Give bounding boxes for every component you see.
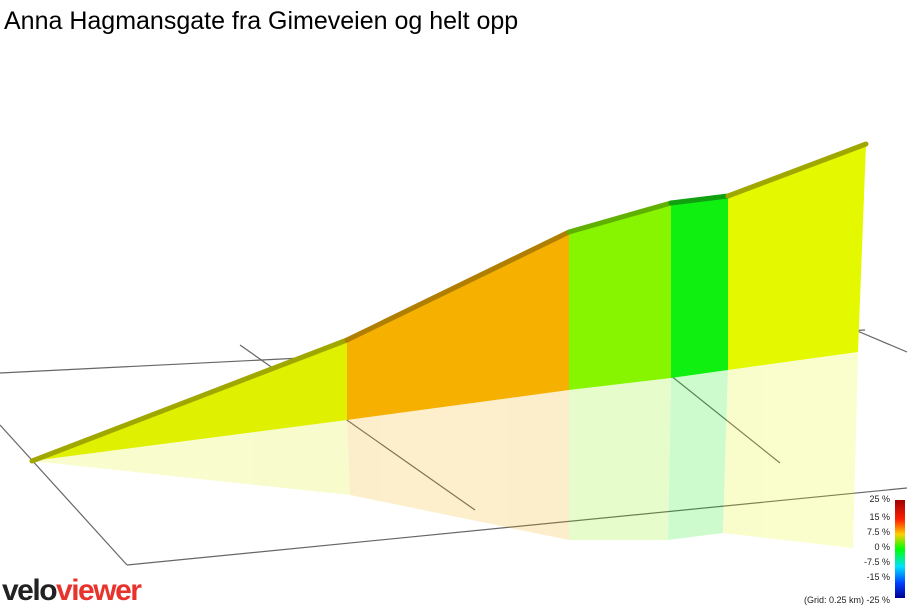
- logo-viewer: viewer: [56, 574, 142, 607]
- legend-label: 0 %: [874, 542, 890, 552]
- legend-label: 7.5 %: [867, 527, 890, 537]
- colorbar: [895, 500, 905, 598]
- legend-label: -7.5 %: [864, 557, 890, 567]
- title: Anna Hagmansgate fra Gimeveien og helt o…: [4, 7, 518, 35]
- shadow: [32, 352, 858, 548]
- logo-velo: velo: [2, 574, 57, 607]
- profile-top: [29, 141, 869, 464]
- legend-label: -25 %: [866, 595, 890, 605]
- legend: 25 % 15 % 7.5 % 0 % -7.5 % -15 %: [864, 494, 890, 582]
- grid-note: (Grid: 0.25 km) -25 %: [804, 595, 890, 605]
- logo: veloviewer: [2, 574, 142, 607]
- legend-label: 25 %: [869, 494, 890, 504]
- grid-note-text: (Grid: 0.25 km): [804, 595, 864, 605]
- legend-label: 15 %: [869, 512, 890, 522]
- legend-label: -15 %: [866, 572, 890, 582]
